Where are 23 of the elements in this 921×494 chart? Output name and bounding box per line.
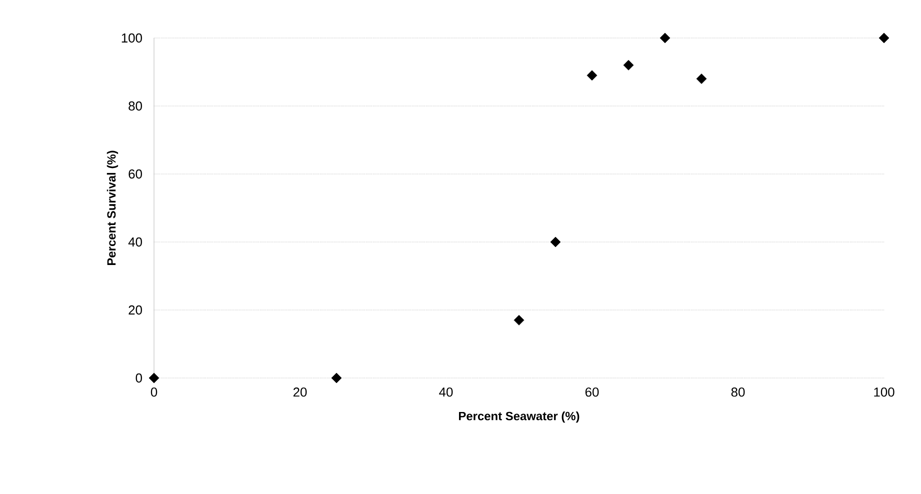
- point: [148, 372, 160, 384]
- point: [878, 32, 890, 44]
- x-tick-label: 80: [731, 388, 745, 397]
- y-tick-label: 40: [128, 237, 142, 247]
- point: [514, 314, 524, 326]
- point: [660, 32, 670, 44]
- y-tick-label: 100: [122, 33, 142, 43]
- y-axis-title: Percent Survival (%): [106, 150, 118, 265]
- x-tick-label: 60: [585, 388, 599, 397]
- point: [586, 70, 598, 81]
- x-tick-label: 0: [150, 388, 158, 397]
- point: [331, 372, 342, 384]
- point: [550, 236, 561, 248]
- y-tick-label: 60: [128, 169, 142, 179]
- point: [623, 60, 634, 70]
- y-tick-label: 20: [128, 305, 142, 315]
- y-tick-label: 0: [136, 373, 142, 383]
- x-tick-label: 20: [293, 388, 307, 397]
- point: [696, 74, 707, 84]
- y-tick-label: 80: [128, 101, 142, 111]
- x-tick-label: 40: [439, 388, 453, 397]
- x-tick-label: 100: [874, 388, 894, 397]
- x-axis-title: Percent Seawater (%): [459, 412, 580, 423]
